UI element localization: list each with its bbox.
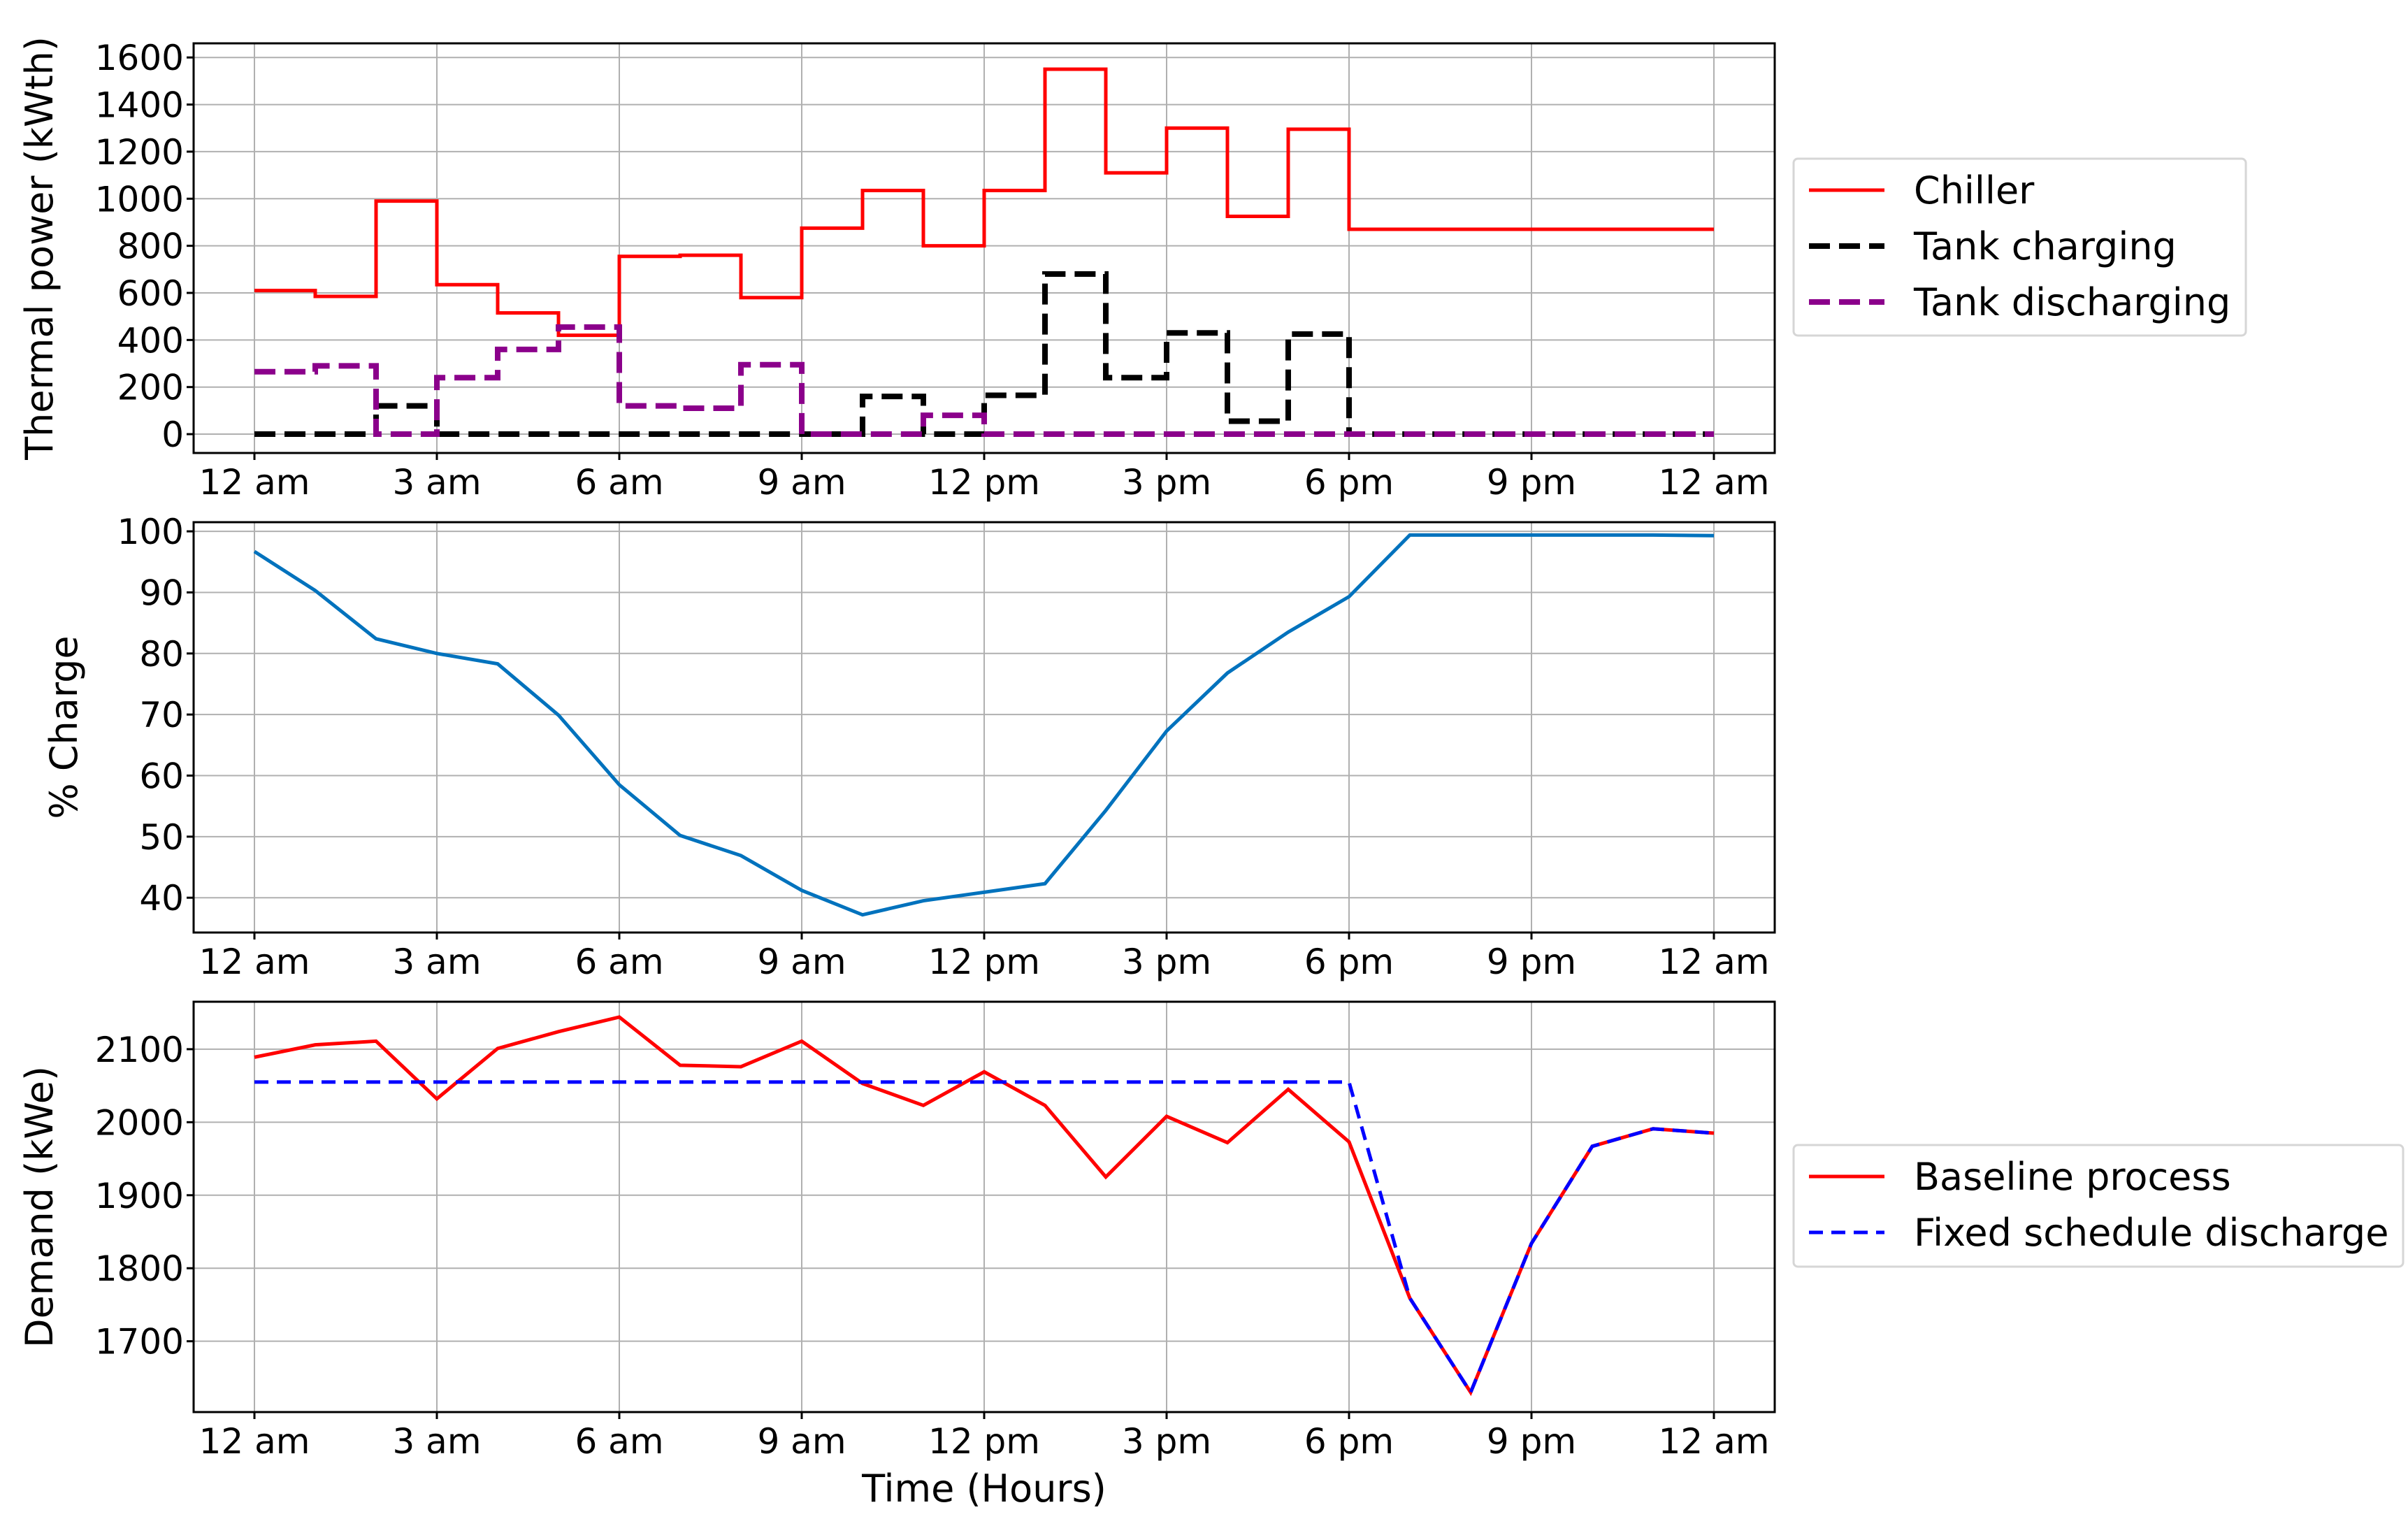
x-axis: 12 am 3 am 6 am 9 am 12 pm 3 pm 6 pm 9 pm 12 am (199, 933, 1770, 982)
y-tick-label: 1600 (95, 38, 184, 78)
grid (194, 522, 1775, 933)
y-tick-label: 1200 (95, 132, 184, 173)
y-tick-label: 1800 (95, 1248, 184, 1289)
legend: Baseline process Fixed schedule discharge (1792, 1144, 2405, 1268)
y-axis: 1700 1800 1900 2000 2100 (95, 1030, 194, 1362)
x-tick-label: 6 pm (1304, 462, 1394, 503)
chart-panel-1: 12 am 3 am 6 am 9 am 12 pm 3 pm 6 pm 9 pm 12 am0… (17, 36, 2247, 503)
series-line-fixed-schedule-discharge (254, 1080, 1715, 1397)
x-tick-label: 3 am (392, 462, 481, 503)
x-tick-label: 3 pm (1122, 942, 1211, 982)
y-tick-label: 200 (117, 368, 184, 408)
y-tick-label: 80 (139, 634, 184, 675)
x-tick-label: 6 pm (1304, 942, 1394, 982)
x-tick-label: 12 am (1659, 1421, 1770, 1462)
series-group (254, 67, 1714, 438)
legend-label: Tank charging (1913, 224, 2177, 268)
y-tick-label: 400 (117, 320, 184, 361)
y-axis: 40 50 60 70 80 90 100 (117, 512, 194, 919)
y-tick-label: 90 (139, 573, 184, 613)
x-axis-label: Time (Hours) (861, 1467, 1106, 1511)
x-tick-label: 12 am (199, 942, 310, 982)
x-tick-label: 9 am (757, 462, 846, 503)
y-tick-label: 70 (139, 695, 184, 735)
x-tick-label: 12 pm (928, 942, 1040, 982)
x-tick-label: 12 am (1659, 462, 1770, 503)
y-axis: 0 200 400 600 800 1000 1200 1400 1600 (95, 38, 194, 455)
series-line-chiller (254, 67, 1714, 338)
x-tick-label: 9 am (757, 942, 846, 982)
x-tick-label: 3 pm (1122, 1421, 1211, 1462)
x-axis: 12 am 3 am 6 am 9 am 12 pm 3 pm 6 pm 9 pm 12 am (199, 1412, 1770, 1462)
x-tick-label: 9 pm (1487, 942, 1576, 982)
x-tick-label: 3 pm (1122, 462, 1211, 503)
y-tick-label: 800 (117, 226, 184, 267)
x-tick-label: 6 am (575, 942, 663, 982)
legend-label: Fixed schedule discharge (1914, 1211, 2388, 1255)
chart-panel-3: 12 am 3 am 6 am 9 am 12 pm 3 pm 6 pm 9 pm 12 am1… (17, 1000, 2405, 1511)
y-axis-label: % Charge (42, 635, 86, 819)
series-line-1 (253, 533, 1715, 917)
series-line-tank-discharging (254, 324, 1714, 438)
y-tick-label: 2000 (95, 1102, 184, 1143)
x-tick-label: 6 pm (1304, 1421, 1394, 1462)
series-group (254, 1015, 1715, 1397)
y-tick-label: 600 (117, 273, 184, 314)
series-group (253, 533, 1715, 917)
legend-label: Baseline process (1914, 1155, 2231, 1199)
series-line-baseline-process (254, 1015, 1715, 1397)
x-tick-label: 12 pm (928, 1421, 1040, 1462)
legend-label: Tank discharging (1913, 280, 2230, 324)
x-axis: 12 am 3 am 6 am 9 am 12 pm 3 pm 6 pm 9 pm 12 am (199, 453, 1770, 503)
x-tick-label: 9 pm (1487, 462, 1576, 503)
x-tick-label: 12 am (1659, 942, 1770, 982)
y-tick-label: 60 (139, 756, 184, 797)
y-axis-label: Demand (kWe) (17, 1066, 62, 1348)
x-tick-label: 3 am (392, 1421, 481, 1462)
legend-box (1792, 1144, 2405, 1268)
y-tick-label: 1900 (95, 1176, 184, 1216)
y-tick-label: 50 (139, 817, 184, 858)
x-tick-label: 3 am (392, 942, 481, 982)
chart-panel-2: 12 am 3 am 6 am 9 am 12 pm 3 pm 6 pm 9 pm 12 am4… (42, 512, 1776, 982)
y-tick-label: 40 (139, 878, 184, 919)
y-axis-label: Thermal power (kWth) (17, 36, 62, 461)
legend-box (1792, 157, 2247, 337)
legend: Chiller Tank charging Tank discharging (1792, 157, 2247, 337)
y-tick-label: 100 (117, 512, 184, 552)
y-tick-label: 2100 (95, 1030, 184, 1070)
y-tick-label: 1700 (95, 1322, 184, 1362)
x-tick-label: 12 pm (928, 462, 1040, 503)
x-tick-label: 6 am (575, 462, 663, 503)
x-tick-label: 9 pm (1487, 1421, 1576, 1462)
y-tick-label: 0 (161, 415, 184, 455)
y-tick-label: 1400 (95, 85, 184, 126)
x-tick-label: 6 am (575, 1421, 663, 1462)
y-tick-label: 1000 (95, 179, 184, 219)
legend-label: Chiller (1914, 168, 2035, 213)
x-tick-label: 12 am (199, 1421, 310, 1462)
x-tick-label: 12 am (199, 462, 310, 503)
x-tick-label: 9 am (757, 1421, 846, 1462)
